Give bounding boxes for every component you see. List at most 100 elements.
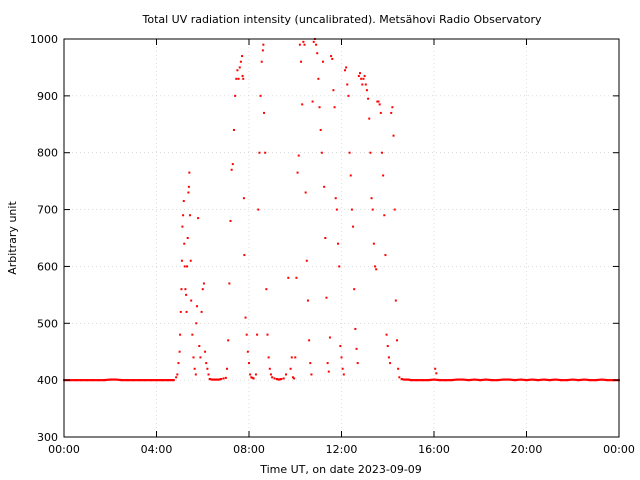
data-point	[211, 378, 213, 381]
data-point	[368, 117, 371, 120]
data-point	[254, 373, 257, 376]
data-point	[275, 378, 278, 381]
data-point	[237, 77, 240, 80]
data-point	[109, 378, 112, 381]
data-point	[202, 282, 205, 285]
data-point	[594, 379, 597, 382]
data-point	[217, 378, 220, 381]
data-point	[205, 362, 208, 365]
data-point	[519, 378, 522, 381]
data-point	[490, 379, 493, 382]
data-point	[350, 208, 353, 211]
data-point	[200, 310, 203, 313]
data-point	[264, 151, 267, 154]
data-point	[391, 106, 394, 109]
data-point	[194, 373, 197, 376]
data-point	[427, 379, 430, 382]
data-point	[234, 94, 237, 97]
data-point	[195, 305, 198, 308]
data-point	[74, 379, 77, 382]
data-point	[347, 94, 350, 97]
data-point	[433, 378, 435, 381]
data-point	[379, 111, 382, 114]
y-tick-label: 400	[37, 374, 58, 387]
data-point	[343, 69, 346, 72]
data-point	[103, 379, 106, 382]
data-points	[63, 38, 620, 382]
y-axis-label: Arbitrary unit	[6, 201, 19, 275]
data-point	[513, 379, 516, 382]
data-point	[243, 254, 246, 257]
data-point	[242, 197, 245, 200]
data-point	[306, 299, 309, 302]
data-point	[537, 379, 540, 382]
data-point	[400, 378, 403, 381]
data-point	[180, 259, 183, 262]
data-point	[434, 367, 437, 370]
x-axis-label: Time UT, on date 2023-09-09	[259, 463, 422, 476]
data-point	[232, 128, 235, 131]
data-point	[382, 174, 385, 177]
data-point	[242, 77, 245, 80]
data-point	[359, 72, 361, 75]
data-point	[340, 356, 343, 359]
data-point	[365, 89, 368, 92]
data-point	[335, 208, 338, 211]
data-point	[201, 288, 204, 291]
data-point	[97, 379, 100, 382]
data-point	[361, 83, 364, 86]
data-point	[236, 69, 239, 72]
data-point	[199, 356, 202, 359]
data-point	[222, 377, 225, 380]
data-point	[319, 128, 322, 131]
data-point	[298, 43, 301, 46]
data-point	[374, 265, 377, 268]
data-point	[325, 296, 328, 299]
data-point	[389, 362, 392, 365]
data-point	[260, 60, 263, 63]
data-point	[192, 356, 195, 359]
data-point	[181, 225, 184, 228]
data-point	[354, 327, 357, 330]
data-point	[257, 208, 260, 211]
data-point	[380, 151, 383, 154]
data-point	[189, 214, 192, 217]
data-point	[271, 376, 274, 379]
data-point	[231, 163, 234, 166]
data-point	[384, 254, 387, 257]
data-point	[251, 376, 254, 379]
data-point	[224, 376, 227, 379]
data-point	[360, 77, 363, 80]
data-point	[193, 367, 196, 370]
data-point	[311, 100, 314, 103]
data-point	[176, 373, 179, 376]
data-point	[421, 379, 424, 382]
data-point	[560, 379, 563, 382]
data-point	[250, 376, 253, 379]
data-point	[327, 370, 330, 373]
data-point	[184, 288, 187, 291]
data-point	[290, 356, 293, 359]
data-point	[188, 171, 191, 174]
data-point	[479, 379, 482, 382]
data-point	[376, 100, 379, 103]
data-point	[229, 219, 232, 222]
data-point	[248, 362, 250, 365]
data-point	[285, 373, 287, 376]
data-point	[186, 237, 189, 239]
data-point	[394, 299, 397, 302]
data-point	[213, 378, 216, 381]
data-point	[143, 379, 146, 382]
data-point	[363, 74, 366, 77]
data-point	[341, 367, 344, 370]
data-point	[385, 333, 388, 336]
data-point	[355, 347, 358, 350]
data-point	[268, 367, 271, 370]
y-tick-label: 700	[37, 204, 58, 217]
data-point	[322, 60, 324, 63]
data-point	[346, 83, 349, 86]
data-point	[262, 43, 265, 46]
data-point	[263, 111, 266, 114]
y-tick-label: 800	[37, 147, 58, 160]
data-point	[138, 379, 141, 382]
